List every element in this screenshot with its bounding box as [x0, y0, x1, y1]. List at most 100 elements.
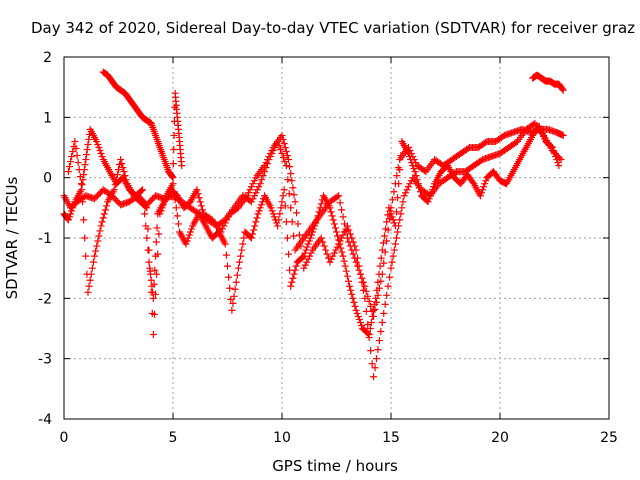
data-point: [362, 307, 370, 315]
data-point: [343, 272, 351, 280]
data-point: [340, 228, 348, 236]
data-point: [231, 285, 239, 293]
data-point: [380, 309, 388, 317]
data-point: [283, 152, 291, 160]
data-point: [351, 242, 359, 250]
y-tick-label: -4: [38, 412, 52, 428]
data-point: [399, 198, 407, 206]
data-point: [327, 208, 335, 216]
data-point: [348, 290, 356, 298]
data-point: [481, 180, 489, 188]
data-point: [170, 146, 178, 154]
data-point: [379, 239, 387, 247]
data-point: [375, 337, 383, 345]
data-point: [336, 240, 344, 248]
data-point: [232, 278, 240, 286]
data-point: [344, 277, 352, 285]
data-point: [239, 240, 247, 248]
data-point: [247, 234, 255, 242]
data-point: [389, 252, 397, 260]
y-tick-label: -2: [38, 291, 52, 307]
data-point: [476, 192, 484, 200]
data-point: [253, 186, 261, 194]
data-point: [326, 204, 334, 212]
data-point: [159, 201, 167, 209]
data-point: [86, 276, 94, 284]
data-point: [403, 186, 411, 194]
data-point: [300, 252, 308, 260]
data-point: [283, 234, 291, 242]
y-tick-label: -1: [38, 231, 52, 247]
data-point: [559, 131, 567, 139]
data-point: [69, 204, 77, 212]
data-point: [409, 162, 417, 170]
data-point: [83, 146, 91, 154]
data-point: [304, 240, 312, 248]
data-point: [250, 177, 258, 185]
data-point: [95, 144, 103, 151]
data-point: [367, 302, 375, 310]
data-point: [411, 168, 419, 176]
data-point: [414, 180, 422, 188]
data-point: [81, 234, 89, 242]
data-point: [97, 222, 105, 230]
x-tick-label: 25: [600, 430, 618, 446]
data-point: [306, 234, 314, 242]
data-point: [221, 240, 229, 248]
data-point: [153, 224, 161, 232]
data-point: [358, 278, 366, 286]
data-point: [349, 238, 357, 246]
data-point: [396, 216, 404, 224]
data-point: [82, 156, 90, 164]
data-point: [346, 282, 354, 290]
data-point: [383, 218, 391, 226]
data-point: [94, 237, 102, 245]
data-point: [143, 204, 151, 212]
y-tick-label: 1: [43, 110, 52, 126]
data-point: [406, 153, 414, 161]
data-point: [340, 257, 348, 265]
chart-title: Day 342 of 2020, Sidereal Day-to-day VTE…: [31, 19, 635, 37]
data-point: [333, 228, 340, 236]
data-point: [315, 208, 323, 216]
data-point: [412, 172, 420, 180]
data-point: [333, 193, 341, 201]
data-point: [249, 180, 257, 188]
data-point: [354, 312, 362, 320]
data-point: [319, 238, 327, 246]
data-point: [65, 213, 73, 221]
data-point: [92, 247, 100, 255]
data-point: [265, 153, 273, 161]
data-point: [277, 146, 285, 154]
data-point: [281, 202, 289, 210]
data-point: [389, 216, 397, 224]
data-point: [64, 216, 72, 224]
data-point: [367, 318, 375, 326]
data-point: [406, 180, 414, 188]
data-point: [290, 270, 298, 278]
data-point: [287, 204, 295, 212]
data-point: [291, 266, 299, 274]
data-point: [249, 230, 257, 238]
data-point: [74, 159, 82, 167]
data-point: [84, 140, 92, 148]
data-point: [351, 302, 359, 310]
data-point: [183, 237, 191, 245]
data-point: [480, 183, 488, 191]
data-point: [424, 198, 432, 206]
data-point: [300, 264, 308, 272]
data-point: [385, 204, 393, 212]
data-point: [101, 206, 109, 214]
data-point: [171, 196, 179, 204]
data-point: [398, 204, 406, 212]
data-point: [93, 242, 101, 250]
data-point: [224, 213, 232, 221]
data-point: [374, 346, 382, 354]
data-point: [558, 85, 566, 93]
data-point: [388, 196, 396, 204]
data-point: [249, 195, 257, 203]
data-point: [227, 295, 235, 303]
data-point: [387, 264, 395, 272]
data-point: [297, 242, 305, 250]
data-point: [328, 212, 336, 220]
